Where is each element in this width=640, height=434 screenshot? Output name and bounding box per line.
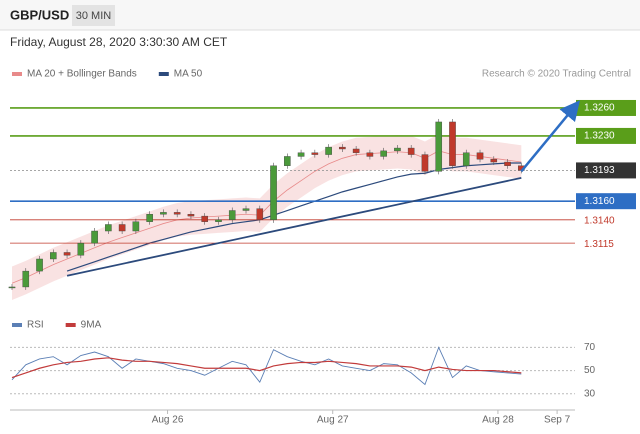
candle [201, 215, 209, 222]
y-tick-label: 50 [584, 365, 596, 376]
level-label: 1.3193 [584, 165, 615, 176]
x-tick-label: Aug 26 [152, 415, 184, 426]
candle [407, 147, 415, 155]
candle [8, 286, 16, 289]
candle [394, 147, 401, 152]
level-label: 1.3115 [584, 239, 614, 250]
candle [160, 212, 167, 215]
x-tick-label: Aug 28 [482, 415, 514, 426]
rsi-line [11, 357, 522, 379]
candle [284, 156, 291, 166]
ma-line [66, 162, 522, 272]
y-tick-label: 70 [584, 342, 596, 353]
level-label: 1.3230 [584, 131, 615, 142]
candle [187, 214, 195, 217]
candle [63, 252, 71, 256]
candle [311, 152, 319, 155]
candle [339, 146, 346, 150]
candle [297, 152, 305, 157]
level-label: 1.3140 [584, 215, 615, 226]
candle [490, 159, 498, 163]
candle [105, 224, 112, 232]
timeframe-badge[interactable] [72, 5, 115, 26]
candle [366, 152, 374, 157]
legend-label: MA 50 [174, 69, 203, 80]
trendline [66, 177, 522, 277]
level-label: 1.3260 [584, 103, 615, 114]
level-badge [576, 99, 636, 116]
level-badge [576, 162, 636, 179]
candle [215, 219, 222, 222]
legend-label: 9MA [81, 320, 102, 331]
candle [270, 165, 277, 221]
candle [132, 221, 140, 232]
legend-swatch [12, 72, 22, 76]
legend-swatch [65, 323, 76, 327]
candle [504, 161, 511, 166]
legend-label: RSI [27, 320, 44, 331]
candle [352, 148, 360, 153]
candle [228, 210, 236, 221]
candle [77, 242, 85, 256]
x-tick-label: Sep 7 [544, 415, 571, 426]
legend-label: MA 20 + Bollinger Bands [27, 69, 137, 80]
candle [118, 224, 126, 232]
forecast-arrow [520, 100, 580, 173]
candle [462, 152, 470, 166]
legend-swatch [158, 72, 169, 76]
symbol: GBP/USD [10, 7, 69, 22]
timestamp: Friday, August 28, 2020 3:30:30 AM CET [10, 35, 228, 49]
candle [449, 121, 456, 166]
candle [173, 212, 181, 215]
candle [36, 258, 43, 272]
legend-swatch [12, 323, 22, 327]
candle [49, 252, 57, 260]
x-tick-label: Aug 27 [317, 415, 349, 426]
rsi-line [11, 346, 522, 386]
candle [435, 121, 443, 172]
level-badge [576, 193, 636, 210]
level-badge [576, 127, 636, 144]
candle [380, 150, 387, 157]
candle [325, 146, 332, 155]
candle [476, 152, 484, 160]
candle [256, 208, 264, 221]
level-label: 1.3160 [584, 196, 615, 207]
y-tick-label: 30 [584, 388, 596, 399]
candle [91, 230, 98, 244]
candle [146, 214, 153, 222]
timeframe: 30 MIN [76, 10, 112, 22]
candle [421, 154, 429, 172]
candle [242, 208, 250, 211]
attribution: Research © 2020 Trading Central [482, 69, 631, 80]
candle [22, 270, 30, 288]
